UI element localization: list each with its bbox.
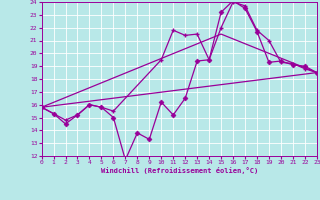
X-axis label: Windchill (Refroidissement éolien,°C): Windchill (Refroidissement éolien,°C) [100,167,258,174]
